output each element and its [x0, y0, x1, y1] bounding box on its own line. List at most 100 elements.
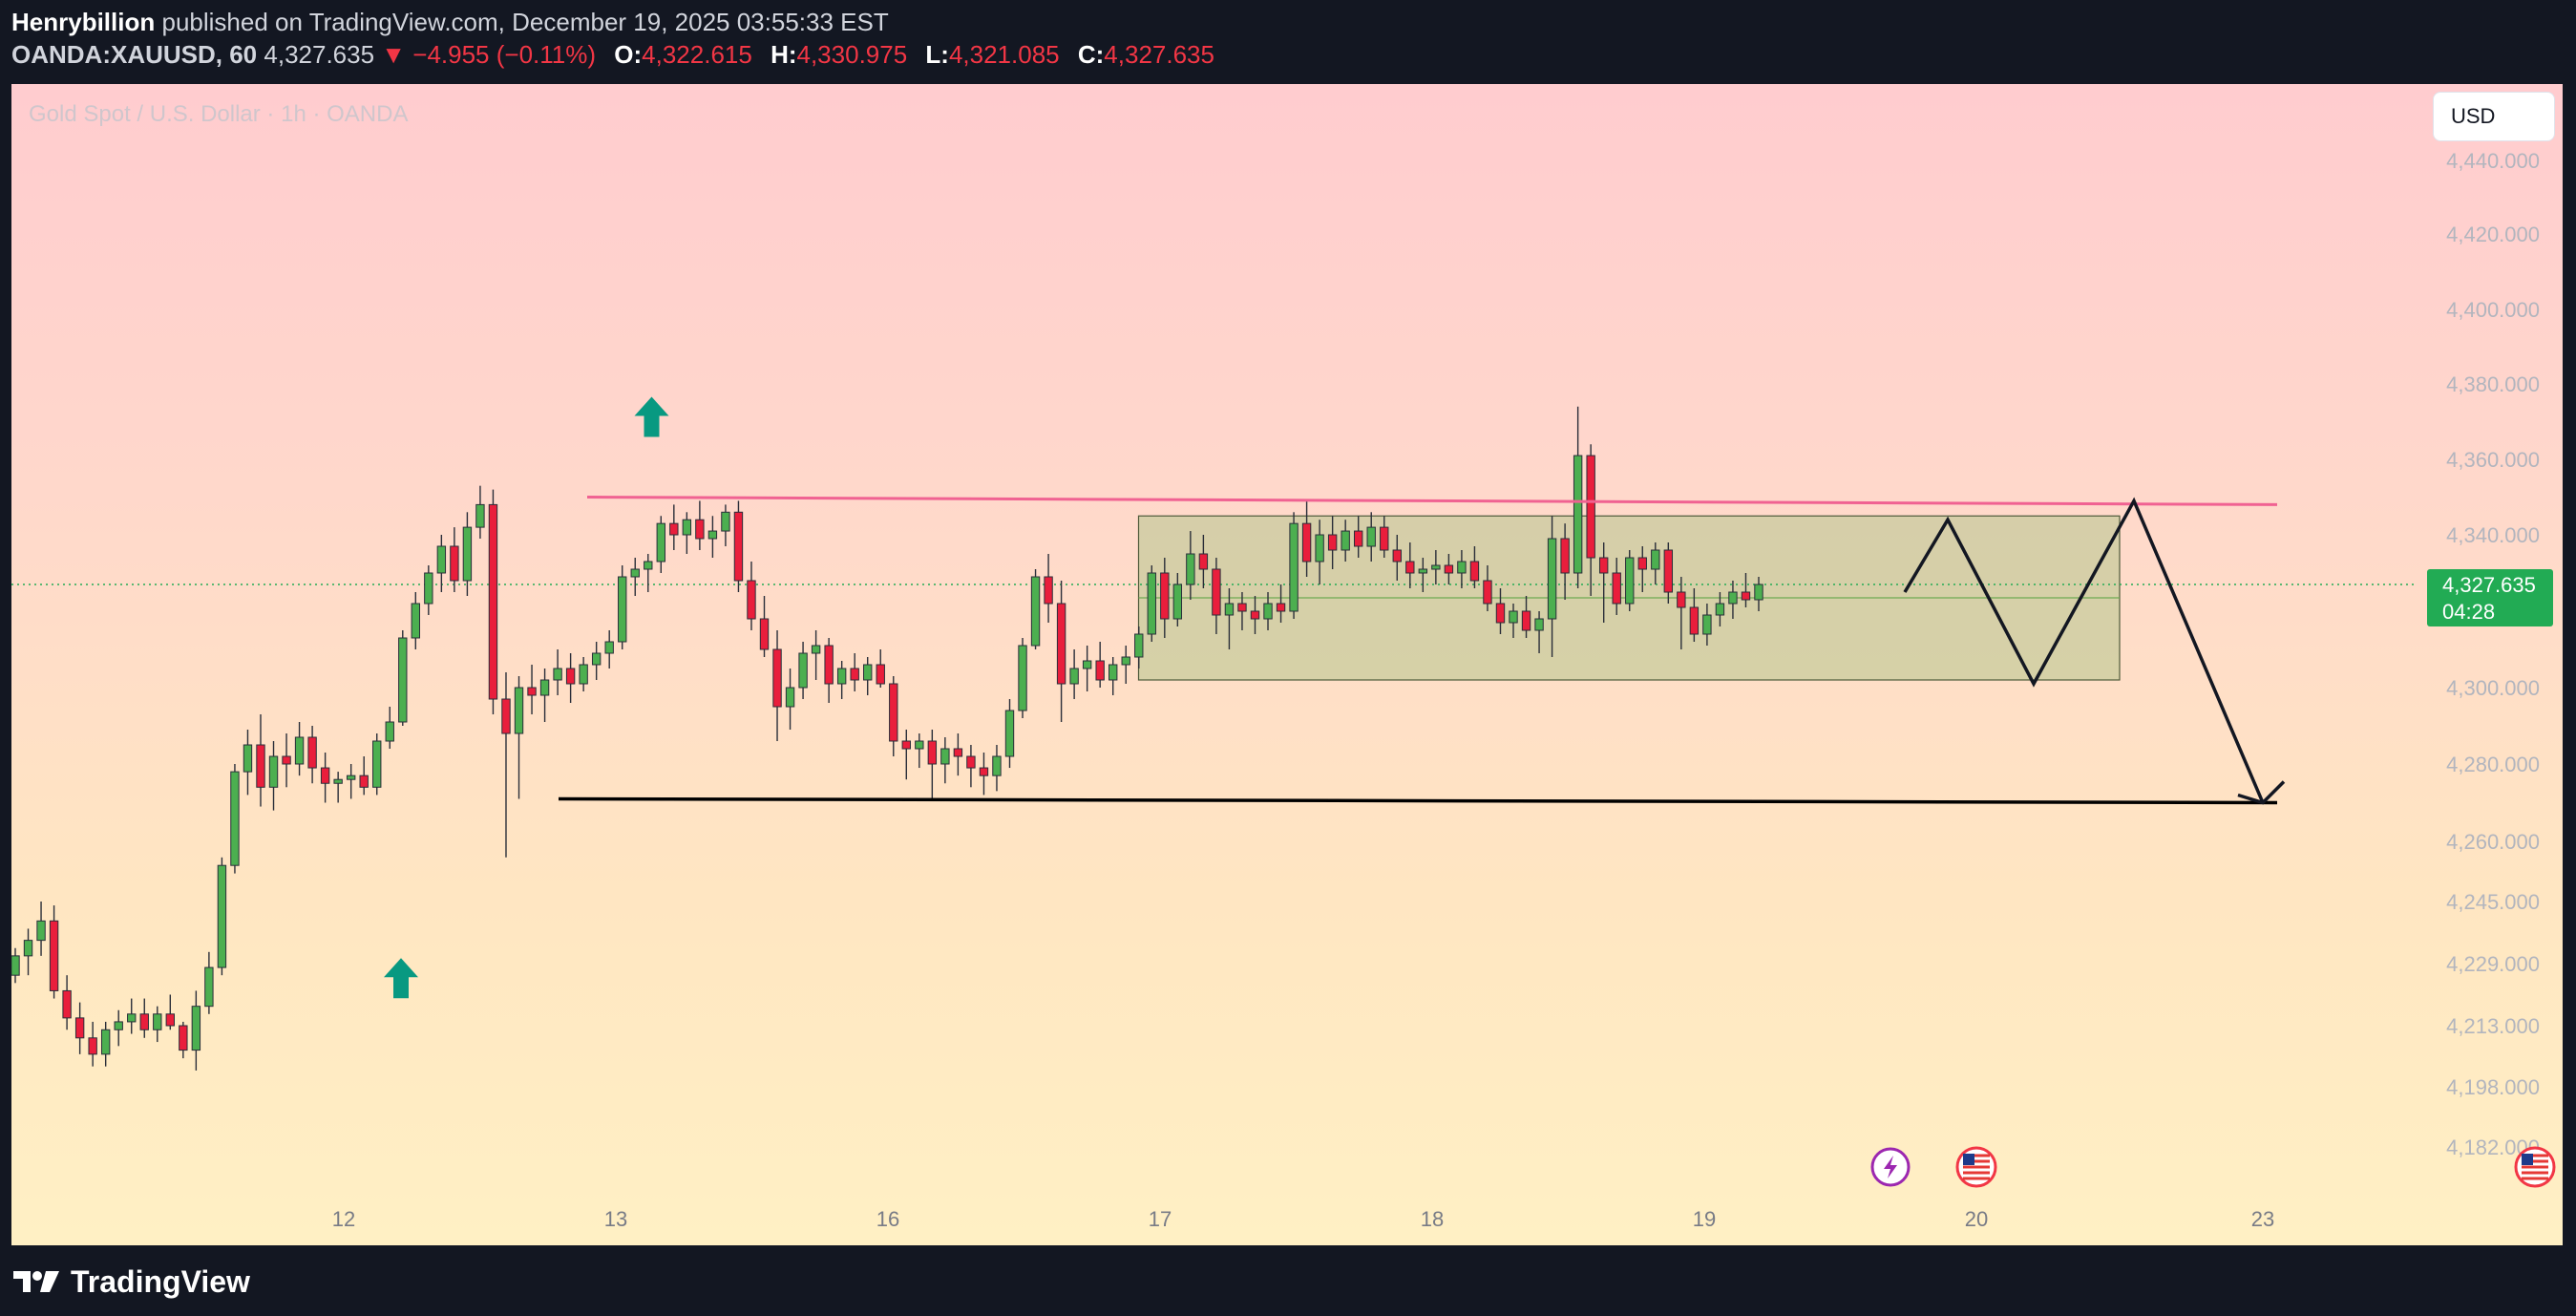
ohlc-line: OANDA:XAUUSD, 60 4,327.635 ▼ −4.955 (−0.…	[11, 38, 1214, 71]
candle-body	[682, 519, 692, 536]
candle-body	[733, 511, 744, 582]
candle-body	[1586, 455, 1595, 559]
candle-body	[850, 668, 859, 681]
candle-body	[1418, 568, 1428, 574]
candle-body	[1612, 572, 1621, 605]
candle-body	[1354, 530, 1363, 547]
candle-body	[707, 530, 718, 540]
candle-body	[669, 522, 679, 536]
candle-body	[553, 668, 562, 681]
y-tick-label: 4,213.000	[2446, 1014, 2540, 1038]
arrow-up-icon	[634, 396, 669, 437]
price-chart[interactable]: 4,440.000 4,420.000 4,400.000 4,380.000 4,36…	[11, 84, 2563, 1245]
published-text: published on TradingView.com, December 1…	[161, 8, 889, 36]
candle-body	[1560, 538, 1570, 574]
current-price-tag: 4,327.635 04:28	[2427, 569, 2553, 626]
candle-body	[747, 580, 756, 620]
candle-body	[1004, 710, 1015, 757]
high-value: 4,330.975	[796, 40, 908, 69]
candle-body	[591, 652, 602, 666]
currency-button[interactable]: USD	[2433, 92, 2555, 141]
candle-body	[539, 679, 550, 696]
candle-body	[1754, 584, 1763, 601]
y-tick-label: 4,260.000	[2446, 830, 2540, 854]
candle-body	[1276, 603, 1286, 612]
open-value: 4,322.615	[642, 40, 752, 69]
open-label: O:	[614, 40, 643, 69]
projection-arrowhead	[2237, 780, 2286, 805]
chart-area[interactable]: 4,440.000 4,420.000 4,400.000 4,380.000 4,36…	[11, 84, 2563, 1245]
flag-stripe	[2522, 1154, 2548, 1157]
x-tick-label: 23	[2251, 1207, 2274, 1231]
candle-body	[644, 561, 653, 570]
y-tick-label: 4,245.000	[2446, 890, 2540, 914]
candle-body	[256, 744, 265, 788]
candle-body	[1237, 603, 1247, 612]
candle-body	[1715, 603, 1725, 616]
candle-body	[294, 736, 305, 765]
y-tick-label: 4,440.000	[2446, 149, 2540, 173]
candle-body	[1172, 584, 1183, 620]
x-tick-label: 12	[332, 1207, 355, 1231]
candle-body	[618, 576, 627, 643]
publish-line: Henrybillion published on TradingView.co…	[11, 6, 1214, 38]
candle-body	[1663, 549, 1674, 593]
candle-body	[359, 775, 369, 788]
flag-canton	[1963, 1154, 1974, 1165]
price-change: −4.955 (−0.11%)	[412, 40, 597, 69]
candle-body	[333, 778, 343, 784]
flag-stripe	[2522, 1159, 2548, 1163]
candle-body	[785, 687, 795, 708]
y-tick-label: 4,280.000	[2446, 753, 2540, 776]
candle-body	[268, 755, 279, 788]
candle-body	[1327, 534, 1338, 551]
x-tick-label: 13	[604, 1207, 627, 1231]
candle-body	[1212, 568, 1221, 616]
candle-body	[179, 1025, 188, 1051]
candle-body	[1366, 526, 1376, 547]
candle-body	[1134, 633, 1144, 658]
candle-body	[1534, 618, 1544, 631]
candle-body	[1160, 572, 1170, 620]
candle-body	[579, 664, 588, 685]
candle-body	[49, 920, 59, 991]
flag-stripe	[2522, 1165, 2548, 1169]
candle-body	[436, 545, 447, 574]
tradingview-logo-icon	[13, 1271, 59, 1292]
candle-body	[811, 645, 821, 654]
candle-body	[889, 683, 898, 742]
candle-body	[759, 618, 770, 650]
candle-body	[604, 641, 614, 654]
candle-body	[953, 748, 963, 757]
change-arrow-icon: ▼	[381, 40, 407, 69]
candle-body	[488, 503, 498, 700]
candle-body	[1224, 603, 1235, 616]
candle-body	[411, 603, 420, 639]
candle-body	[1521, 610, 1531, 631]
y-tick-label: 4,360.000	[2446, 448, 2540, 472]
publish-header: Henrybillion published on TradingView.co…	[11, 6, 1214, 71]
candle-body	[1198, 553, 1209, 570]
candle-body	[1250, 610, 1260, 620]
bar-countdown: 04:28	[2442, 600, 2496, 624]
candle-body	[114, 1021, 123, 1030]
close-value: 4,327.635	[1104, 40, 1214, 69]
candle-body	[139, 1013, 149, 1030]
chart-symbol-description: Gold Spot / U.S. Dollar · 1h · OANDA	[29, 101, 409, 127]
candle-body	[836, 668, 847, 685]
tradingview-logo[interactable]: TradingView	[11, 1263, 250, 1301]
candle-body	[798, 652, 808, 689]
y-tick-label: 4,340.000	[2446, 523, 2540, 547]
candle-body	[876, 664, 885, 685]
last-price: 4,327.635	[264, 40, 375, 69]
candle-body	[1509, 610, 1518, 624]
candle-body	[1702, 614, 1712, 635]
candle-body	[475, 503, 485, 528]
candle-body	[1030, 576, 1041, 647]
candle-body	[1095, 660, 1105, 681]
candle-body	[230, 771, 240, 866]
candle-body	[153, 1013, 162, 1030]
candle-body	[565, 668, 576, 685]
author-name[interactable]: Henrybillion	[11, 8, 156, 36]
candle-body	[1741, 591, 1751, 601]
